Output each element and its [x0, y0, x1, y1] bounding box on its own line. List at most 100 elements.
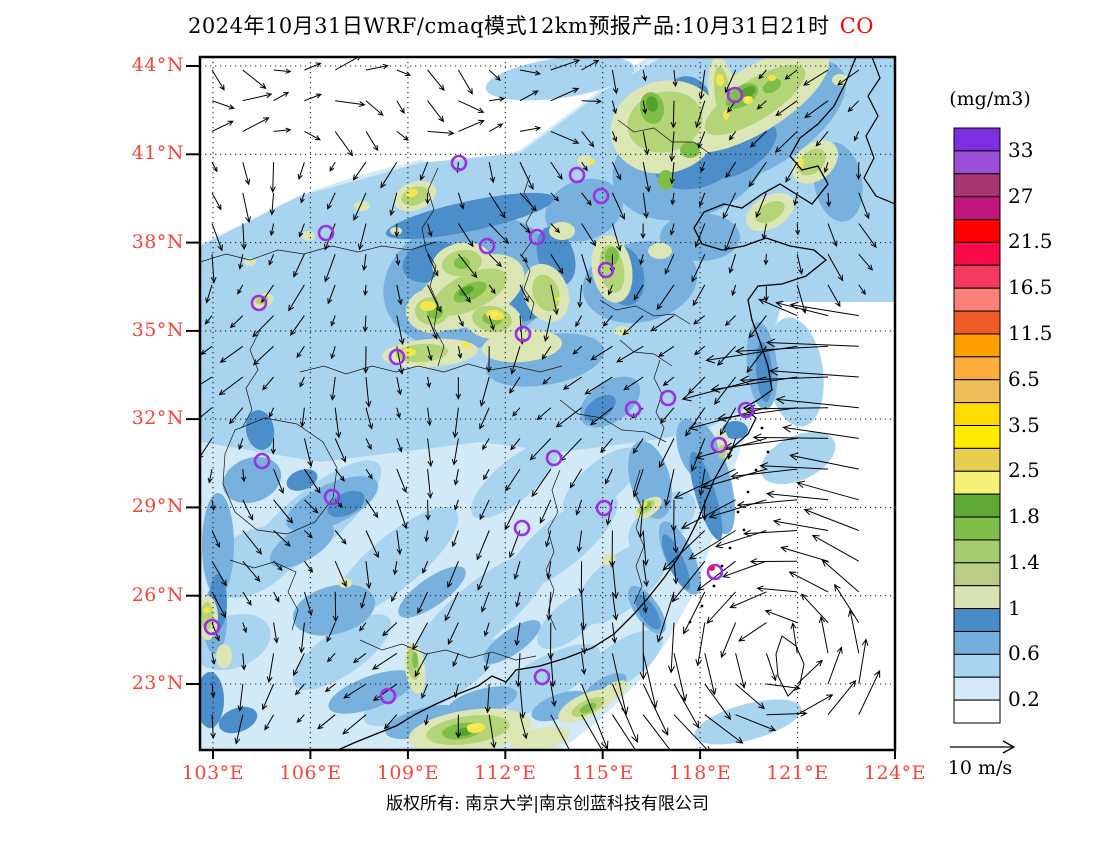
- wind-arrow-icon: [483, 653, 490, 672]
- wind-arrow-icon: [577, 284, 583, 309]
- wind-arrow-icon: [729, 591, 767, 609]
- colorbar-tick-label: 21.5: [1008, 229, 1053, 254]
- colorbar-cell: [953, 241, 1001, 266]
- lon-axis-label: 106°E: [279, 762, 342, 784]
- wind-arrow-icon: [219, 345, 244, 363]
- wind-arrow-icon: [708, 499, 767, 519]
- wind-arrow-icon: [380, 161, 398, 189]
- city-marker-icon: [595, 499, 613, 517]
- wind-arrow-icon: [327, 192, 336, 210]
- wind-arrow-icon: [218, 376, 244, 396]
- wind-arrow-icon: [695, 622, 706, 667]
- wind-arrow-icon: [519, 161, 534, 191]
- wind-arrow-icon: [426, 407, 432, 427]
- wind-arrow-icon: [392, 561, 398, 576]
- wind-arrow-icon: [728, 254, 737, 274]
- colorbar-tick-label: 11.5: [1008, 320, 1053, 345]
- wind-arrow-icon: [210, 683, 216, 698]
- wind-arrow-icon: [365, 100, 384, 116]
- wind-arrow-icon: [262, 683, 275, 711]
- wind-arrow-icon: [417, 591, 429, 614]
- wind-arrow-icon: [451, 530, 459, 548]
- wind-arrow-icon: [768, 367, 859, 378]
- wind-arrow-icon: [743, 529, 798, 537]
- wind-arrow-icon: [427, 438, 434, 468]
- wind-arrow-icon: [334, 131, 354, 157]
- colorbar-tick-label: 0.6: [1008, 641, 1040, 666]
- wind-arrow-icon: [575, 499, 583, 516]
- wind-arrow-icon: [477, 561, 490, 591]
- wind-arrow-icon: [365, 499, 379, 519]
- lon-axis-label: 103°E: [181, 762, 245, 784]
- city-marker-icon: [710, 436, 728, 454]
- wind-arrow-icon: [419, 161, 429, 181]
- wind-arrow-icon: [389, 192, 398, 217]
- wind-arrow-icon: [746, 346, 767, 374]
- city-marker-icon: [726, 86, 744, 104]
- wind-arrow-icon: [234, 714, 244, 745]
- wind-arrow-icon: [324, 254, 336, 283]
- wind-arrow-icon: [662, 376, 675, 387]
- wind-arrow-icon: [297, 161, 305, 181]
- wind-arrow-icon: [581, 98, 603, 105]
- wind-arrow-icon: [611, 131, 618, 143]
- wind-arrow-icon: [353, 192, 367, 221]
- colorbar-cell: [953, 447, 1001, 472]
- colorbar-cell: [953, 310, 1001, 335]
- colorbar-cell: [953, 196, 1001, 221]
- wind-arrow-icon: [834, 583, 860, 623]
- colorbar-cell: [953, 699, 1001, 724]
- wind-arrow-icon: [550, 87, 580, 102]
- wind-arrow-icon: [330, 315, 336, 327]
- wind-arrow-icon: [519, 223, 531, 234]
- wind-arrow-icon: [298, 223, 305, 238]
- wind-scale-arrow-icon: [950, 740, 1016, 754]
- wind-arrow-icon: [372, 683, 398, 702]
- wind-arrow-icon: [697, 131, 706, 149]
- wind-arrow-icon: [204, 315, 213, 325]
- city-marker-icon: [706, 563, 724, 581]
- wind-arrow-icon: [642, 100, 648, 115]
- wind-arrow-icon: [692, 284, 706, 307]
- city-marker-icon: [513, 519, 531, 537]
- wind-arrow-icon: [299, 376, 305, 388]
- wind-arrow-icon: [728, 131, 737, 141]
- wind-arrow-icon: [562, 376, 582, 390]
- wind-arrow-icon: [847, 100, 860, 113]
- wind-arrow-icon: [642, 591, 648, 614]
- wind-arrow-icon: [721, 560, 767, 578]
- wind-arrow-icon: [211, 161, 218, 173]
- lon-axis-label: 109°E: [376, 762, 439, 784]
- city-marker-icon: [450, 154, 468, 172]
- wind-arrow-icon: [488, 315, 495, 331]
- wind-arrow-icon: [529, 438, 552, 461]
- wind-arrow-icon: [510, 438, 521, 451]
- wind-arrow-icon: [749, 131, 767, 148]
- wind-arrow-icon: [426, 376, 432, 389]
- wind-arrow-icon: [488, 161, 496, 184]
- colorbar-cell: [953, 219, 1001, 243]
- wind-arrow-icon: [633, 284, 644, 301]
- wind-arrow-icon: [752, 433, 829, 442]
- wind-arrow-icon: [395, 254, 401, 267]
- wind-arrow-icon: [818, 615, 829, 654]
- wind-arrow-icon: [687, 376, 706, 395]
- wind-arrow-icon: [519, 69, 542, 76]
- wind-arrow-icon: [300, 192, 305, 204]
- city-marker-icon: [253, 452, 271, 470]
- wind-arrow-icon: [670, 100, 677, 129]
- wind-arrow-icon: [698, 69, 706, 100]
- wind-arrow-icon: [519, 90, 539, 102]
- wind-arrow-icon: [242, 591, 252, 606]
- wind-arrow-icon: [519, 683, 526, 719]
- wind-arrow-icon: [242, 560, 261, 582]
- wind-arrow-icon: [211, 653, 216, 665]
- wind-arrow-icon: [611, 223, 622, 252]
- wind-arrow-icon: [273, 468, 284, 495]
- wind-arrow-icon: [765, 338, 859, 348]
- wind-arrow-icon: [607, 284, 613, 296]
- wind-arrow-icon: [698, 192, 706, 208]
- wind-arrow-icon: [680, 499, 736, 529]
- wind-arrow-icon: [858, 223, 877, 249]
- wind-arrow-icon: [658, 438, 675, 469]
